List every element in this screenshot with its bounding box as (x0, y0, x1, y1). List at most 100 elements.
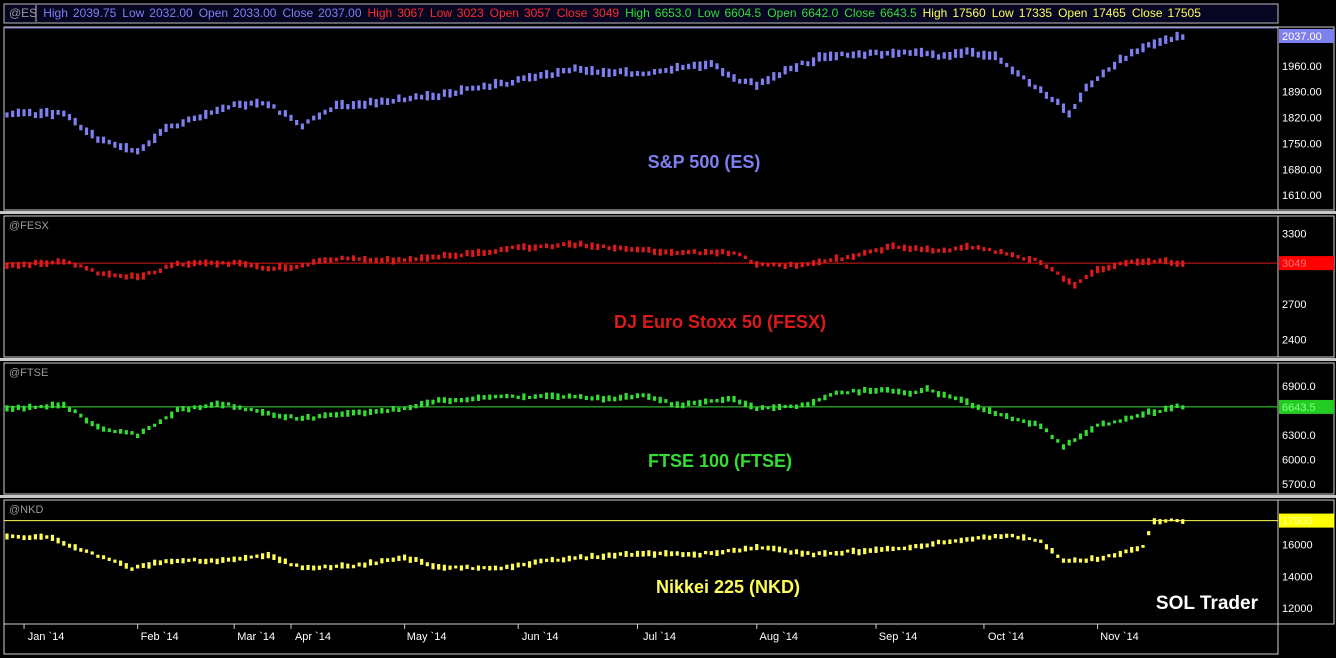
price-bar (476, 85, 481, 91)
price-bar (39, 533, 43, 540)
price-bar (897, 49, 901, 57)
price-bar (62, 110, 66, 117)
price-bar (215, 558, 219, 565)
price-bar (982, 534, 986, 540)
price-bar (1027, 537, 1031, 541)
price-bar (1078, 558, 1083, 563)
price-bar (1010, 252, 1014, 258)
price-bar (675, 250, 679, 255)
price-bar (522, 562, 526, 567)
price-bar (73, 262, 77, 268)
price-bar (170, 411, 174, 419)
price-bar (732, 74, 736, 82)
price-bar (829, 393, 833, 397)
header-field-value: 6653.0 (655, 6, 692, 20)
price-bar (175, 406, 179, 413)
price-bar (880, 51, 884, 59)
y-tick-label: 6000.0 (1282, 455, 1316, 467)
price-bar (1010, 416, 1014, 422)
price-bar (522, 393, 526, 401)
price-bar (516, 395, 520, 400)
price-bar (652, 248, 657, 255)
price-bar (340, 255, 344, 261)
price-bar (601, 244, 605, 249)
price-bar (1141, 258, 1145, 266)
price-bar (1147, 531, 1151, 536)
price-bar (289, 414, 293, 419)
price-bar (1130, 48, 1134, 57)
price-bar (953, 246, 958, 251)
price-bar (925, 385, 929, 392)
price-bar (1005, 62, 1009, 68)
price-bar (789, 550, 793, 555)
price-bar (527, 244, 532, 252)
price-bar (738, 252, 742, 257)
price-bar (726, 395, 730, 402)
price-bar (545, 70, 549, 79)
price-bar (942, 391, 946, 398)
price-bar (772, 545, 776, 552)
price-bar (448, 252, 452, 259)
price-bar (965, 398, 969, 406)
price-bars (5, 385, 1185, 450)
price-bar (1050, 434, 1054, 440)
price-bar (221, 557, 225, 563)
price-bar (397, 257, 401, 263)
price-bar (465, 250, 469, 257)
price-bar (266, 101, 270, 109)
price-bar (249, 555, 253, 559)
price-bar (1113, 420, 1117, 424)
price-bar (261, 408, 265, 416)
price-bar (374, 561, 378, 566)
price-bar (1027, 79, 1031, 87)
price-bar (113, 559, 117, 563)
price-bar (1164, 519, 1168, 523)
price-bar (618, 394, 623, 401)
price-bar (840, 390, 844, 395)
price-bar (164, 559, 168, 564)
price-bar (794, 262, 799, 269)
price-bar (596, 555, 600, 560)
price-bar (101, 426, 106, 432)
price-bar (124, 563, 128, 569)
price-bar (420, 94, 424, 100)
price-bar (408, 256, 412, 262)
price-bar (101, 555, 106, 560)
price-bar (817, 52, 821, 62)
price-bar (101, 271, 106, 276)
price-bar (283, 110, 287, 117)
price-bar (505, 564, 509, 569)
price-bar (204, 558, 208, 565)
price-bar (255, 263, 259, 270)
price-bar (181, 406, 185, 412)
price-bar (834, 390, 838, 395)
price-bar (45, 404, 49, 410)
price-bar (914, 390, 918, 395)
header-field-value: 17560 (952, 6, 986, 20)
price-bar (675, 401, 679, 408)
price-bar (1044, 544, 1049, 550)
price-bar (408, 404, 412, 411)
price-bar (243, 261, 248, 268)
price-bar (1181, 260, 1185, 267)
price-bar (147, 425, 151, 430)
price-bar (550, 392, 554, 400)
price-bar (385, 256, 390, 263)
header-bar (3, 3, 1279, 24)
price-bar (749, 546, 753, 551)
price-bar (420, 400, 424, 408)
price-bar (1016, 535, 1020, 540)
price-bar (982, 50, 986, 60)
price-bar (414, 403, 418, 409)
y-tick-label: 1960.00 (1282, 61, 1322, 73)
price-bar (1050, 267, 1054, 272)
price-bar (1118, 550, 1122, 558)
price-bar (965, 47, 969, 55)
price-bar (743, 545, 747, 552)
price-bar (516, 76, 520, 83)
price-bar (533, 244, 537, 251)
price-bar (363, 410, 367, 417)
price-bar (1181, 34, 1185, 40)
price-bar (96, 136, 100, 143)
price-bar (704, 60, 708, 70)
